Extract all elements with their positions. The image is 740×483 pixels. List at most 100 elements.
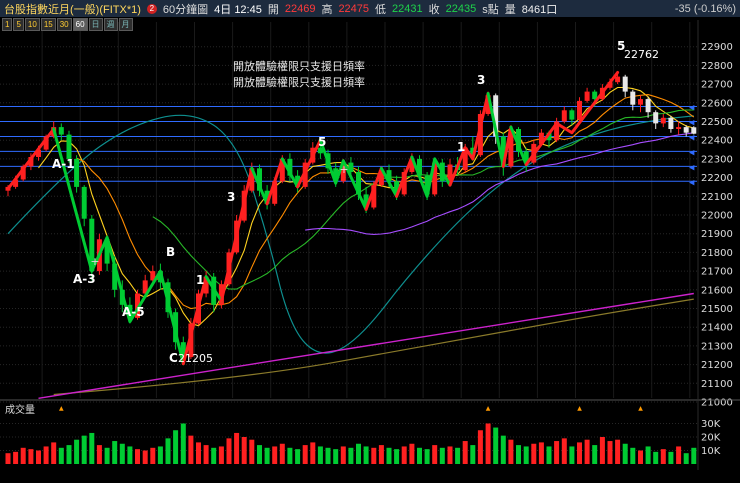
- price-axis-label: 22400: [701, 136, 733, 147]
- period-button-週[interactable]: 週: [103, 18, 118, 31]
- candle-body: [394, 181, 400, 195]
- timeframe-button-1[interactable]: 1: [2, 18, 13, 31]
- wave-line-up[interactable]: [219, 166, 254, 303]
- wave-line-down[interactable]: [318, 138, 368, 211]
- price-axis-label: 22800: [701, 61, 733, 72]
- volume-bar: [112, 441, 118, 464]
- candle-body: [554, 121, 560, 141]
- timeframe-button-5[interactable]: 5: [13, 18, 24, 31]
- alert-badge[interactable]: 2: [146, 3, 157, 14]
- candle-body: [135, 293, 140, 318]
- timeframe-button-10[interactable]: 10: [24, 18, 40, 31]
- volume-bar: [470, 445, 476, 464]
- candle-body: [584, 91, 590, 101]
- period-button-日[interactable]: 日: [88, 18, 103, 31]
- wave-line-down[interactable]: [52, 127, 185, 366]
- candle-body: [577, 100, 582, 120]
- candle-body: [500, 136, 506, 167]
- volume-bar: [317, 446, 323, 464]
- wave-line-up[interactable]: [364, 166, 383, 211]
- wave-label: 5: [318, 135, 326, 149]
- low-value: 22431: [392, 2, 423, 15]
- change-value: -35 (-0.16%): [674, 2, 736, 15]
- candle-body: [81, 186, 87, 219]
- candle-body: [401, 172, 407, 195]
- level-arrow-icon: ◀: [689, 119, 695, 127]
- wave-line-up[interactable]: [296, 138, 322, 189]
- wave-line-up[interactable]: [6, 127, 56, 191]
- volume-bar: [51, 442, 57, 464]
- wave-line-up[interactable]: [501, 125, 513, 168]
- candle-body: [417, 158, 422, 176]
- volume-bar: [386, 447, 392, 464]
- candle-body: [546, 132, 552, 141]
- price-axis-label: 22900: [701, 42, 733, 53]
- candle-body: [485, 95, 491, 114]
- candle-body: [104, 239, 110, 264]
- wave-label: 22762: [624, 48, 659, 61]
- timeframe-button-15[interactable]: 15: [40, 18, 56, 31]
- candle-body: [592, 91, 598, 100]
- wave-line-down[interactable]: [250, 166, 269, 206]
- timeframe-toolbar: 1 5 10 15 30 60 日週月: [2, 18, 133, 31]
- volume-bar: [180, 423, 186, 464]
- level-arrow-icon: ◀: [689, 104, 695, 112]
- price-axis-label: 22100: [701, 192, 733, 203]
- volume-bar: [615, 439, 621, 464]
- candle-body: [20, 166, 26, 180]
- price-axis-label: 22500: [701, 117, 733, 128]
- wave-line-down[interactable]: [379, 166, 399, 198]
- volume-bar: [340, 446, 346, 464]
- volume-bar: [424, 449, 430, 464]
- trial-notice-2: 開放體驗權限只支援日頻率: [233, 77, 365, 89]
- anchor-cross-marker[interactable]: +: [339, 163, 348, 176]
- anchor-cross-marker[interactable]: +: [90, 255, 99, 268]
- volume-panel-title: 成交量: [5, 405, 35, 416]
- volume-axis-label: 30K: [701, 419, 721, 430]
- wave-line-down[interactable]: [486, 92, 505, 168]
- wave-line-up[interactable]: [265, 157, 284, 206]
- candle-body: [66, 134, 72, 159]
- volume-bar: [485, 423, 491, 464]
- period-button-月[interactable]: 月: [118, 18, 133, 31]
- timeframe-button-60[interactable]: 60: [72, 18, 88, 31]
- wave-line-up[interactable]: [524, 71, 620, 166]
- wave-line-up[interactable]: [395, 155, 414, 198]
- volume-bar: [691, 447, 697, 464]
- volume-label: 量: [504, 3, 516, 16]
- volume-bar: [455, 447, 461, 464]
- close-value: 22435: [445, 2, 477, 15]
- volume-bar: [234, 432, 240, 464]
- wave-line-down[interactable]: [204, 275, 223, 303]
- wave-line-down[interactable]: [509, 125, 528, 166]
- wave-line-down[interactable]: [410, 155, 452, 198]
- wave-line-up[interactable]: [181, 275, 208, 366]
- trend-line[interactable]: [38, 292, 694, 399]
- candle-body: [424, 175, 430, 195]
- wave-line-down[interactable]: [280, 157, 300, 189]
- volume-bar: [409, 443, 415, 464]
- candle-body: [203, 276, 209, 294]
- volume-bar: [493, 427, 499, 464]
- wave-line-up[interactable]: [448, 92, 490, 187]
- volume-bar: [592, 445, 598, 464]
- price-axis-label: 21300: [701, 341, 733, 352]
- signal-marker-icon: ▲: [638, 405, 643, 412]
- wave-label: 1: [457, 140, 465, 154]
- volume-bar: [36, 450, 41, 464]
- candle-body: [127, 304, 133, 318]
- wave-label: 3: [227, 190, 235, 204]
- candle-body: [447, 164, 453, 182]
- candle-body: [569, 110, 575, 120]
- volume-bar: [264, 447, 270, 464]
- candle-body: [89, 218, 95, 272]
- candle-body: [645, 99, 651, 113]
- candle-body: [622, 76, 628, 92]
- volume-bar: [584, 439, 590, 464]
- price-axis-label: 22000: [701, 211, 733, 222]
- timeframe-button-30[interactable]: 30: [56, 18, 72, 31]
- low-label: 低: [375, 3, 387, 16]
- volume-bar: [279, 443, 285, 464]
